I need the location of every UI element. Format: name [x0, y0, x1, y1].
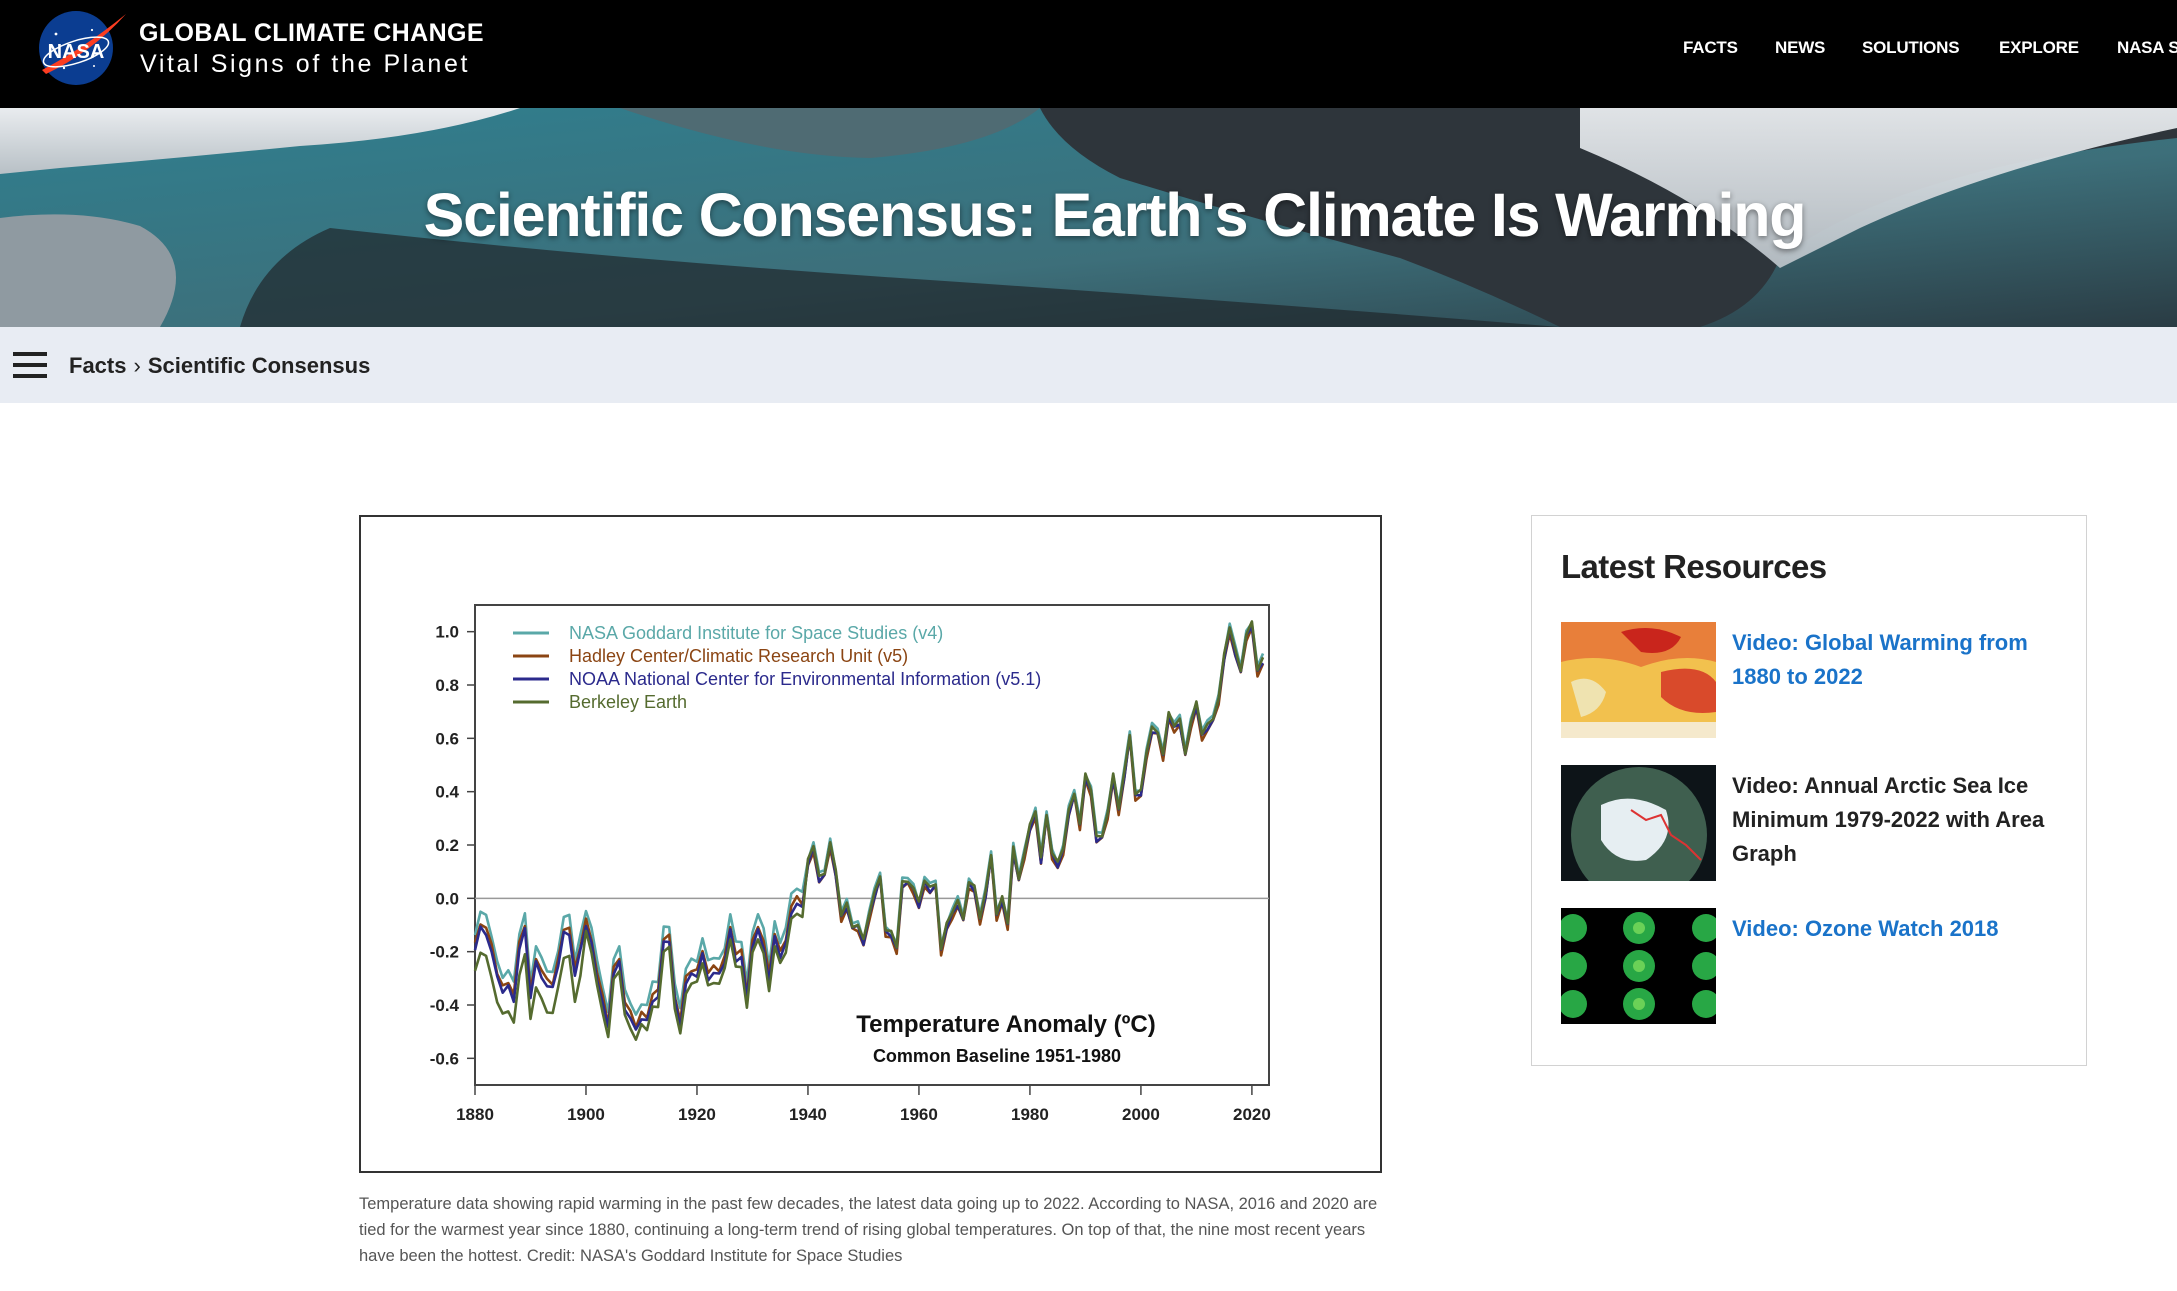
resource-thumbnail[interactable] [1561, 908, 1716, 1024]
y-tick-label: -0.6 [430, 1049, 459, 1068]
breadcrumb-link-facts[interactable]: Facts [69, 353, 127, 378]
resource-thumbnail[interactable] [1561, 765, 1716, 881]
x-tick-label: 1920 [678, 1105, 716, 1124]
temperature-anomaly-chart: 1.0 0.8 0.6 0.4 0.2 0.0 -0.2 -0.4 -0.6 1880 1900 1… [430, 604, 1271, 1124]
y-tick-label: 1.0 [435, 623, 459, 642]
breadcrumb: Facts › Scientific Consensus [69, 353, 370, 379]
logo-wordmark: NASA [48, 41, 105, 63]
figure-caption: Temperature data showing rapid warming i… [359, 1195, 1378, 1265]
y-tick-label: 0.0 [435, 889, 459, 908]
hero-banner: Scientific Consensus: Earth's Climate Is… [0, 108, 2177, 327]
nav-link-news[interactable]: NEWS [1775, 38, 1826, 57]
resource-link[interactable]: Video: Ozone Watch 2018 [1732, 916, 1999, 941]
y-tick-label: 0.6 [435, 729, 459, 748]
y-tick-label: 0.8 [435, 676, 459, 695]
hero-ice-image [0, 108, 2177, 327]
chart-figure: 1.0 0.8 0.6 0.4 0.2 0.0 -0.2 -0.4 -0.6 1880 1900 1… [359, 515, 1382, 1173]
resource-item[interactable]: Video: Global Warming from 1880 to 2022 [1561, 622, 2061, 738]
x-tick-label: 2000 [1122, 1105, 1160, 1124]
site-subtitle: Vital Signs of the Planet [140, 50, 470, 78]
series-line [473, 620, 1265, 1042]
breadcrumb-bar: Facts › Scientific Consensus [0, 327, 2177, 403]
breadcrumb-separator: › [133, 353, 141, 378]
top-navigation: NASA GLOBAL CLIMATE CHANGE Vital Signs o… [0, 0, 2177, 108]
hamburger-menu-icon[interactable] [13, 352, 47, 378]
chart-title: Temperature Anomaly (ºC) [856, 1011, 1155, 1038]
x-tick-label: 2020 [1233, 1105, 1271, 1124]
legend-label: NOAA National Center for Environmental I… [569, 669, 1041, 689]
resource-link[interactable]: Video: Global Warming from 1880 to 2022 [1732, 630, 2028, 689]
nav-link-solutions[interactable]: SOLUTIONS [1862, 38, 1960, 57]
nav-link-explore[interactable]: EXPLORE [1999, 38, 2079, 57]
site-title[interactable]: GLOBAL CLIMATE CHANGE [139, 19, 484, 47]
x-tick-label: 1960 [900, 1105, 938, 1124]
legend-label: NASA Goddard Institute for Space Studies… [569, 623, 943, 643]
resource-item[interactable]: Video: Ozone Watch 2018 [1561, 908, 2061, 1024]
resource-link[interactable]: Video: Annual Arctic Sea Ice Minimum 197… [1732, 773, 2045, 866]
legend-label: Berkeley Earth [569, 692, 687, 712]
nav-link-facts[interactable]: FACTS [1683, 38, 1738, 57]
resource-thumbnail[interactable] [1561, 622, 1716, 738]
x-tick-label: 1880 [456, 1105, 494, 1124]
nav-link-nasa-science[interactable]: NASA S [2117, 38, 2177, 57]
x-tick-label: 1940 [789, 1105, 827, 1124]
chart-subtitle: Common Baseline 1951-1980 [873, 1046, 1121, 1066]
nasa-logo[interactable]: NASA [34, 8, 126, 88]
y-tick-label: -0.2 [430, 943, 459, 962]
y-tick-label: -0.4 [430, 996, 460, 1015]
y-tick-label: 0.4 [435, 783, 459, 802]
page-title: Scientific Consensus: Earth's Climate Is… [423, 181, 1807, 249]
x-tick-label: 1980 [1011, 1105, 1049, 1124]
x-tick-label: 1900 [567, 1105, 605, 1124]
legend-label: Hadley Center/Climatic Research Unit (v5… [569, 646, 908, 666]
sidebar-title: Latest Resources [1561, 548, 1827, 585]
breadcrumb-current: Scientific Consensus [147, 353, 371, 378]
main-nav: FACTS NEWS SOLUTIONS EXPLORE NASA S [0, 38, 2177, 62]
resource-item[interactable]: Video: Annual Arctic Sea Ice Minimum 197… [1561, 765, 2061, 881]
latest-resources-panel: Latest Resources Video: Global Warming f… [1531, 515, 2087, 1066]
y-tick-label: 0.2 [435, 836, 459, 855]
